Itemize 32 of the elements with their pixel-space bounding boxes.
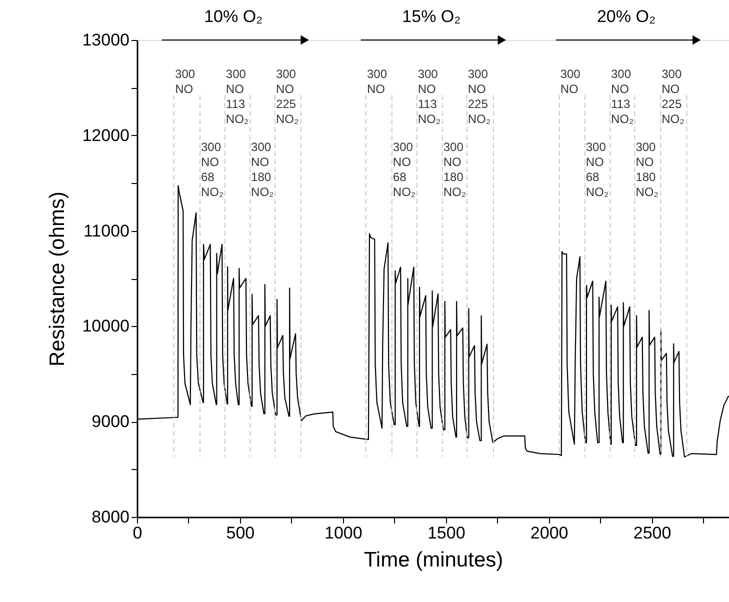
annotation: 20% O₂: [596, 7, 656, 26]
annotation: 10% O₂: [204, 7, 263, 26]
ref-line-label: 300 NO 113 NO₂: [610, 67, 634, 126]
y-tick-label: 13000: [82, 30, 130, 50]
annotation: 15% O₂: [402, 7, 461, 26]
y-tick-label: 9000: [92, 412, 130, 432]
ref-line-label: 300 NO 68 NO₂: [392, 140, 416, 199]
x-tick-label: 1000: [324, 524, 362, 542]
y-tick-label: 11000: [83, 221, 130, 240]
x-axis-title: Time (minutes): [364, 548, 504, 572]
x-tick-label: 0: [132, 524, 142, 542]
ref-line-label: 300 NO 113 NO₂: [418, 67, 441, 126]
ref-line-label: 300 NO 68 NO₂: [586, 140, 609, 199]
x-tick-label: 2000: [530, 524, 568, 542]
x-tick-label: 2500: [633, 524, 672, 542]
x-tick-label: 500: [226, 524, 255, 542]
ref-line-label: 300 NO: [366, 67, 388, 96]
y-tick-label: 12000: [82, 126, 130, 145]
y-tick-label: 10000: [82, 316, 130, 336]
ref-line-label: 300 NO 225 NO₂: [276, 67, 299, 126]
y-axis-title: Resistance (ohms): [46, 191, 70, 367]
ref-line-label: 300 NO 180 NO₂: [251, 140, 274, 199]
ref-line-label: 300 NO 180 NO₂: [443, 140, 466, 199]
ref-line-label: 300 NO 68 NO₂: [201, 140, 224, 199]
ref-line-label: 300 NO 225 NO₂: [468, 67, 491, 126]
ref-line-label: 300 NO 113 NO₂: [226, 67, 249, 126]
ref-line-label: 300 NO: [560, 67, 581, 96]
y-tick-label: 8000: [92, 508, 130, 526]
ref-line-label: 300 NO 180 NO₂: [636, 140, 659, 199]
ref-line-label: 300 NO: [175, 67, 196, 96]
ref-line-label: 300 NO 225 NO₂: [662, 67, 685, 126]
x-tick-label: 1500: [427, 524, 466, 542]
